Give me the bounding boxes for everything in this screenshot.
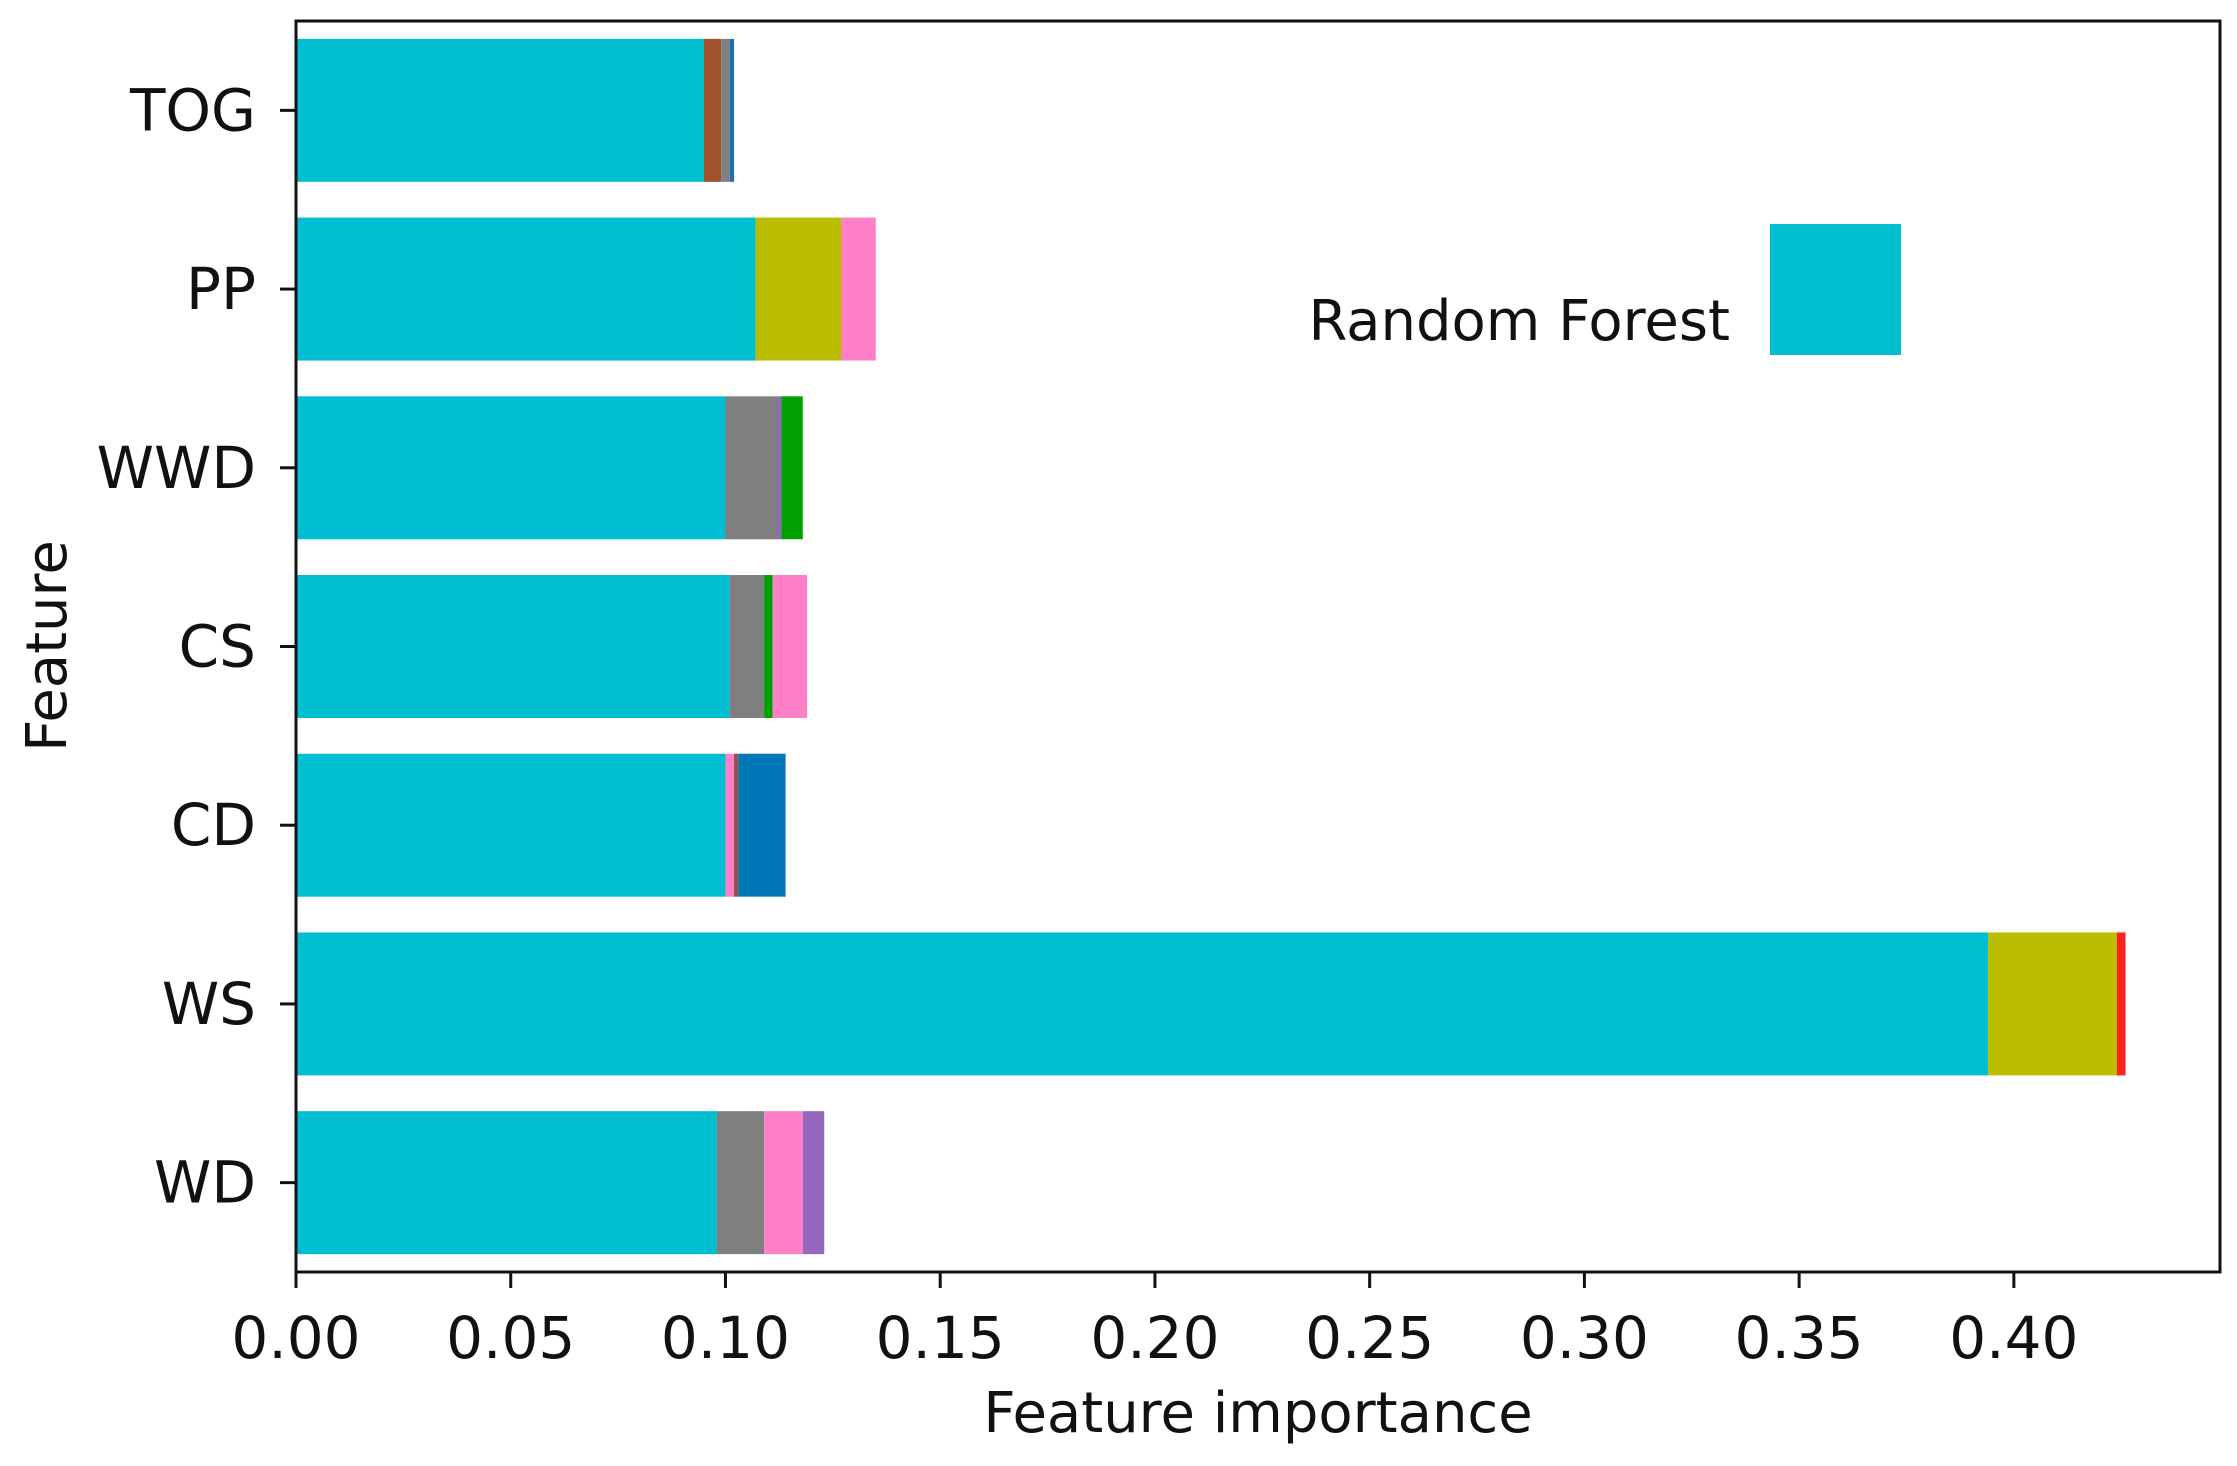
legend-swatch — [1770, 224, 1901, 355]
x-tick-label: 0.00 — [231, 1304, 360, 1372]
bar-segment-cs-3 — [772, 575, 808, 718]
x-tick-label: 0.15 — [876, 1304, 1005, 1372]
bar-segment-cd-0 — [296, 753, 726, 897]
bar-segment-ws-2 — [2116, 932, 2126, 1076]
bar-segment-wwd-1 — [725, 396, 777, 540]
x-tick-label: 0.05 — [446, 1304, 575, 1372]
bar-segment-cs-0 — [296, 575, 730, 718]
x-tick-label: 0.40 — [1949, 1304, 2078, 1372]
bar-segment-cd-2 — [734, 753, 739, 897]
bar-group-pp — [296, 217, 876, 361]
y-axis: TOG PP WWD CS CD WS WD — [97, 76, 296, 1217]
bar-group-cd — [296, 753, 786, 897]
bar-group-wd — [296, 1111, 825, 1255]
bar-segment-wd-1 — [716, 1111, 765, 1255]
x-axis: 0.00 0.05 0.10 0.15 0.20 0.25 0.30 0.35 0.40 — [231, 1272, 2078, 1372]
bar-segment-cs-1 — [729, 575, 765, 718]
bar-segment-tog-2 — [721, 38, 730, 182]
x-axis-title: Feature importance — [983, 1381, 1532, 1446]
bar-group-wwd — [296, 396, 803, 540]
bar-segment-tog-0 — [296, 38, 704, 182]
y-tick-label: TOG — [129, 76, 256, 144]
bar-segment-cd-1 — [725, 753, 735, 897]
bar-group-tog — [296, 38, 735, 182]
bar-group-ws — [296, 932, 2126, 1076]
bar-segment-pp-1 — [755, 217, 842, 361]
y-tick-label: WWD — [97, 434, 256, 502]
legend-label: Random Forest — [1308, 289, 1730, 354]
bar-segment-wwd-0 — [296, 396, 726, 540]
bar-segment-wwd-3 — [781, 396, 803, 540]
bar-segment-pp-0 — [296, 217, 756, 361]
bar-segment-cd-3 — [738, 753, 786, 897]
x-tick-label: 0.10 — [661, 1304, 790, 1372]
bar-segment-tog-1 — [703, 38, 722, 182]
legend: Random Forest — [1308, 224, 1901, 355]
bar-segment-wwd-2 — [777, 396, 782, 540]
x-tick-label: 0.35 — [1735, 1304, 1864, 1372]
y-tick-label: PP — [186, 255, 256, 323]
x-tick-label: 0.25 — [1305, 1304, 1434, 1372]
y-tick-label: CS — [179, 613, 256, 681]
bar-segment-wd-3 — [802, 1111, 825, 1255]
y-tick-label: WD — [154, 1149, 256, 1217]
plot-frame — [294, 19, 2222, 1274]
y-tick-label: CD — [171, 791, 256, 859]
bar-segment-wd-0 — [296, 1111, 717, 1255]
bar-segment-wd-2 — [764, 1111, 803, 1255]
x-tick-label: 0.30 — [1520, 1304, 1649, 1372]
bars-layer — [296, 38, 2126, 1255]
bar-segment-ws-1 — [1988, 932, 2117, 1076]
bar-segment-cs-2 — [764, 575, 773, 718]
bar-segment-tog-3 — [729, 38, 735, 182]
bar-segment-pp-2 — [841, 217, 876, 361]
bar-segment-ws-0 — [296, 932, 1989, 1076]
x-tick-label: 0.20 — [1090, 1304, 1219, 1372]
y-tick-label: WS — [162, 970, 256, 1038]
y-axis-title: Feature — [15, 540, 80, 752]
bar-group-cs — [296, 575, 808, 718]
